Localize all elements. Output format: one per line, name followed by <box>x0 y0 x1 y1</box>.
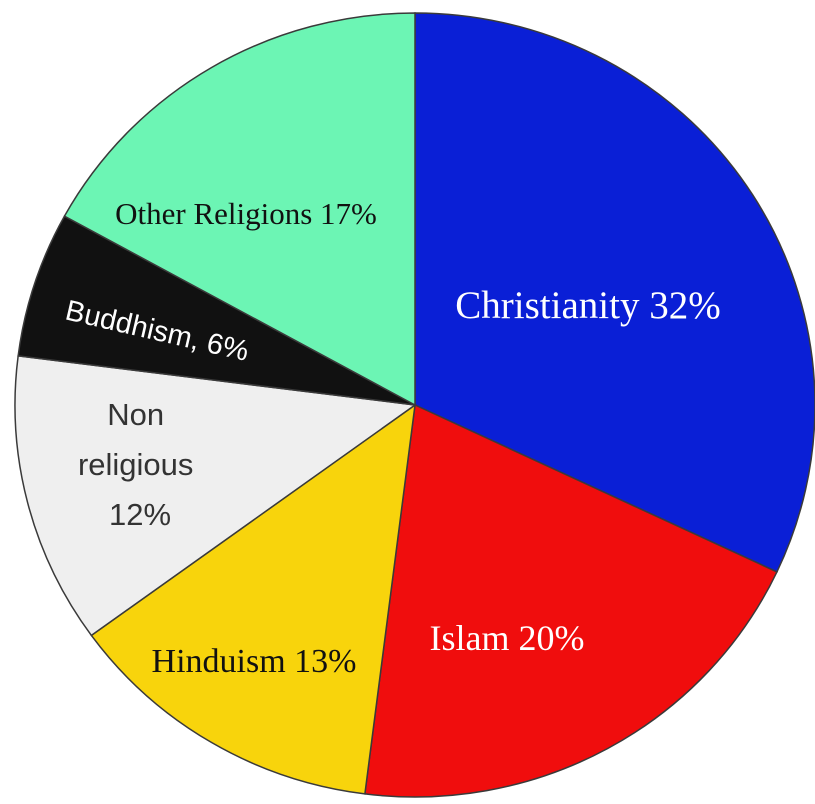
pie-slice-christianity <box>414 12 815 573</box>
pie-slices <box>14 12 815 798</box>
non-religious-label-line-2: religious <box>78 447 193 482</box>
pie-slice-buddhism <box>17 215 416 406</box>
non-religious-label-line-1: Non <box>107 397 164 432</box>
non-religious-label-line-3: 12% <box>109 497 171 532</box>
pie-slice-hinduism <box>90 403 416 795</box>
hinduism-label: Hinduism 13% <box>152 643 357 680</box>
pie-slice-islam <box>364 403 778 798</box>
islam-label: Islam 20% <box>430 618 585 658</box>
pie-slice-other-religions <box>63 12 416 407</box>
pie-slice-non-religious <box>14 355 418 637</box>
other-religions-label: Other Religions 17% <box>115 196 377 231</box>
christianity-label: Christianity 32% <box>455 284 720 327</box>
non-religious-label: Non religious 12% <box>78 397 202 532</box>
